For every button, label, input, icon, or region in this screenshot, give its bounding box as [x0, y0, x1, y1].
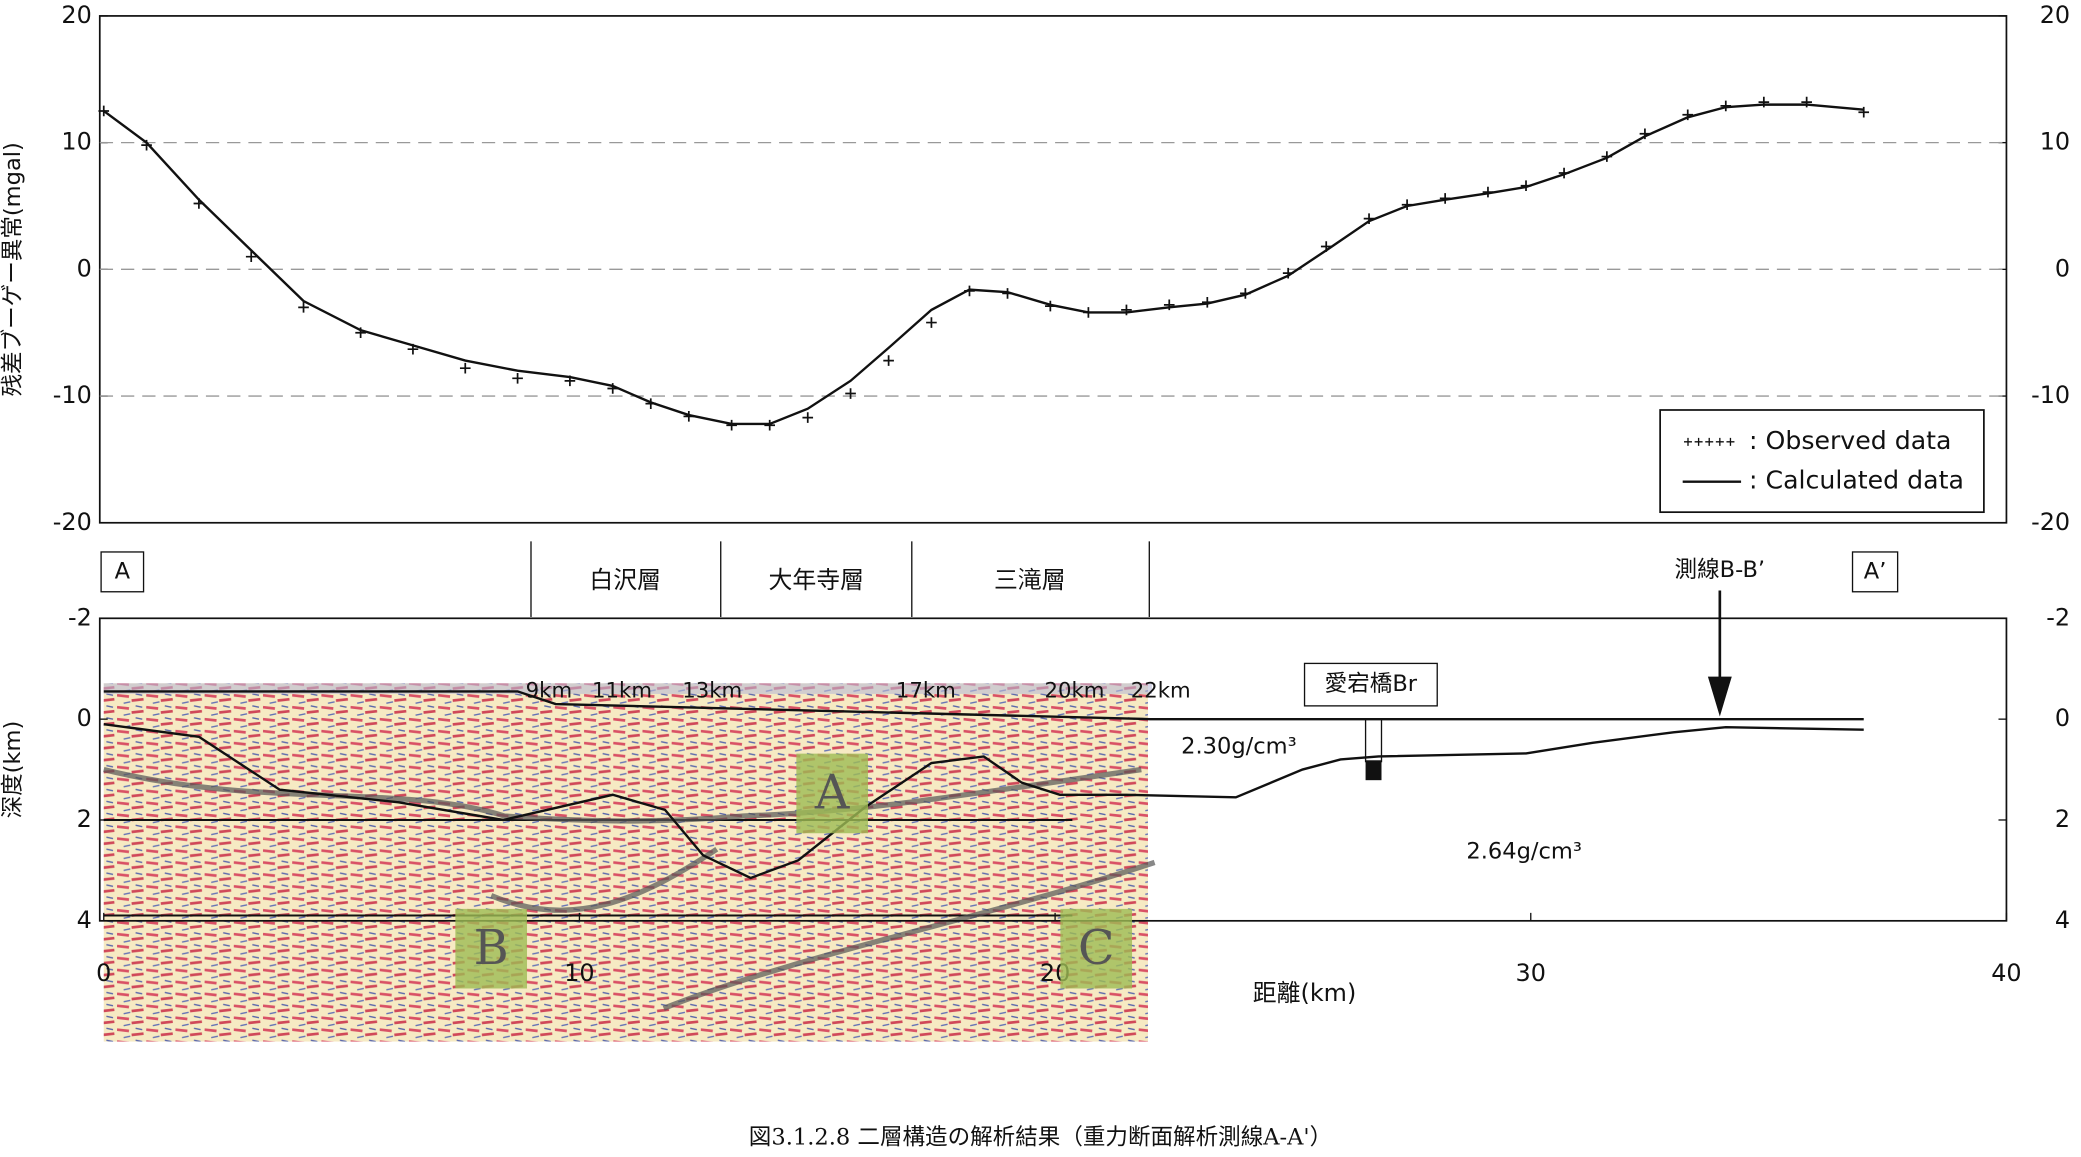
observed-point	[459, 362, 471, 374]
observed-point	[298, 302, 309, 313]
y-tick-label: -20	[53, 508, 92, 536]
legend-marker	[1705, 437, 1714, 446]
formation-label: 白沢層	[589, 566, 661, 594]
y2-tick-label: 0	[2055, 704, 2070, 732]
x-tick-label: 0	[96, 959, 111, 987]
end-box	[1851, 551, 1899, 593]
observed-point	[245, 251, 257, 262]
y2-tick-label: -10	[2031, 381, 2070, 409]
y-tick-label: -10	[53, 381, 92, 409]
y-tick-label: 20	[61, 1, 91, 29]
series-line	[103, 690, 1864, 721]
y-axis-label: 深度(km)	[0, 721, 26, 819]
observed-point	[802, 412, 814, 423]
observed-point	[764, 419, 776, 431]
y-tick-label: 4	[77, 906, 92, 934]
seismic-label-box	[796, 753, 869, 834]
x-tick-label: 10	[564, 959, 594, 987]
arrow-head	[1707, 676, 1732, 717]
x-tick-label: 30	[1516, 959, 1546, 987]
seismic-label-box	[455, 908, 528, 989]
legend-label: : Calculated data	[1749, 466, 1964, 495]
y2-tick-label: 4	[2055, 906, 2070, 934]
observed-point	[926, 317, 937, 328]
reflector	[103, 766, 1142, 824]
seismic-label: A	[814, 766, 850, 821]
y-tick-label: -2	[68, 603, 92, 631]
series-line	[103, 103, 1864, 426]
annotation: 愛宕橋Br	[1325, 671, 1418, 697]
legend-marker	[1694, 437, 1703, 446]
distance-mark: 13km	[682, 678, 742, 703]
legend	[1659, 409, 1985, 514]
section-end: A’	[1864, 558, 1887, 584]
end-box	[100, 551, 145, 593]
series-line	[103, 723, 1864, 880]
observed-point	[845, 388, 856, 399]
distance-mark: 20km	[1044, 678, 1104, 703]
y-axis-label: 残差ブーゲー異常(mgal)	[0, 142, 26, 396]
seismic-label-box	[1060, 908, 1133, 989]
caption: 図3.1.2.8 二層構造の解析結果（重力断面解析測線A-A'）	[749, 1124, 1332, 1150]
seismic-label: C	[1078, 921, 1115, 976]
y2-tick-label: -2	[2046, 603, 2070, 631]
borehole	[1364, 718, 1383, 763]
annotation: 2.64g/cm³	[1466, 838, 1582, 864]
bottom-frame	[98, 617, 2008, 922]
section-end: A	[115, 558, 131, 584]
formation-label: 三滝層	[994, 566, 1066, 594]
observed-point	[512, 373, 523, 384]
reflector	[490, 846, 1156, 1011]
y2-tick-label: 2	[2055, 805, 2070, 833]
seismic-image	[103, 683, 1148, 1042]
legend-marker	[1684, 437, 1692, 446]
legend-marker	[1726, 437, 1735, 446]
annotation: 測線B-B’	[1675, 557, 1766, 583]
distance-mark: 9km	[526, 678, 572, 703]
seismic-header	[103, 683, 1152, 694]
observed-point	[726, 419, 737, 431]
y2-tick-label: -20	[2031, 508, 2070, 536]
distance-mark: 17km	[896, 678, 956, 703]
annotation: 2.30g/cm³	[1181, 734, 1297, 760]
seismic-label: B	[474, 921, 509, 976]
y2-tick-label: 20	[2040, 1, 2070, 29]
y2-tick-label: 0	[2055, 254, 2070, 282]
x-axis-label: 距離(km)	[1253, 979, 1356, 1007]
formation-label: 大年寺層	[769, 566, 865, 594]
x-tick-label: 40	[1991, 959, 2021, 987]
distance-mark: 11km	[592, 678, 652, 703]
legend-label: : Observed data	[1749, 426, 1951, 455]
label-box	[1303, 662, 1438, 707]
y-tick-label: 2	[77, 805, 92, 833]
borehole-base	[1365, 760, 1382, 781]
y-tick-label: 0	[77, 704, 92, 732]
y2-tick-label: 10	[2040, 128, 2070, 156]
legend-marker	[1715, 437, 1724, 446]
y-tick-label: 10	[61, 128, 91, 156]
y-tick-label: 0	[77, 254, 92, 282]
distance-mark: 22km	[1131, 678, 1191, 703]
observed-point	[883, 355, 894, 366]
